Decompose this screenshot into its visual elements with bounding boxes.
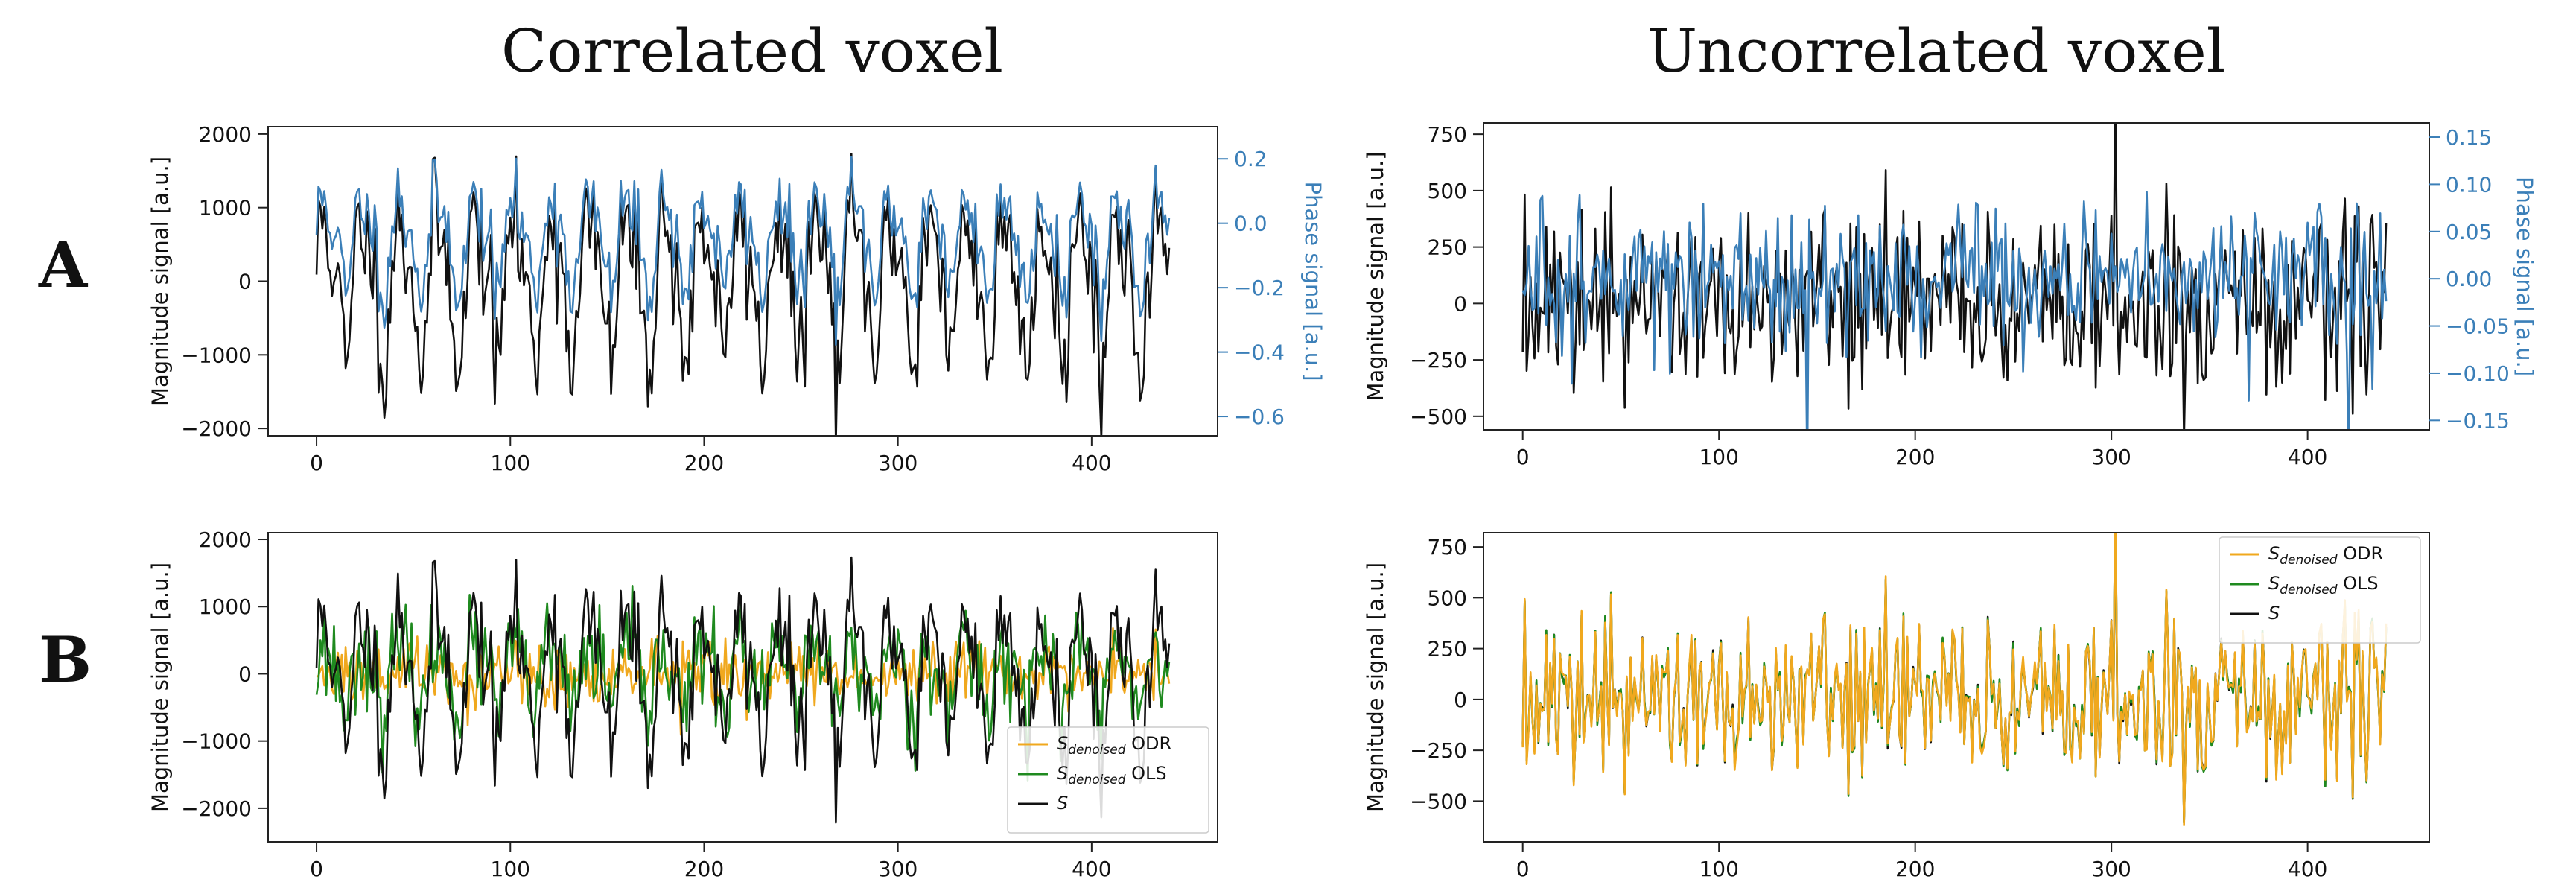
x-tick-label: 400 — [1072, 857, 1111, 881]
y-right-axis-label: Phase signal [a.u.] — [2512, 177, 2537, 376]
x-tick-label: 0 — [1516, 445, 1530, 469]
series-line-s-denoised-odr — [316, 627, 1171, 736]
chart-B-uncorrelated: 0 100 200 300 400 −500 −250 0 250 500 750 Magnitude… — [1363, 532, 2430, 881]
y-right-tick-label: 0.00 — [2446, 267, 2492, 291]
x-tick-label: 200 — [1895, 445, 1935, 469]
y-right-tick-label: 0.05 — [2446, 220, 2492, 244]
x-tick-label: 200 — [684, 451, 724, 475]
x-tick-label: 100 — [1699, 445, 1738, 469]
x-tick-label: 300 — [878, 451, 917, 475]
y-tick-label: −2000 — [181, 416, 252, 441]
y-right-tick-label: 0.2 — [1234, 147, 1268, 171]
legend-label: S — [1057, 793, 1068, 814]
legend-box — [2219, 536, 2421, 644]
axes-frame — [267, 126, 1218, 437]
y-right-tick-label: −0.15 — [2446, 408, 2510, 433]
x-tick-label: 400 — [1072, 451, 1111, 475]
y-tick-label: 750 — [1428, 122, 1467, 147]
series-line-phase — [1521, 191, 2388, 430]
legend-label: Sdenoised ODR — [2268, 543, 2383, 568]
y-right-tick-label: −0.2 — [1234, 276, 1285, 300]
series-line-s-denoised-odr — [1521, 533, 2388, 827]
y-right-axis-label: Phase signal [a.u.] — [1300, 181, 1326, 381]
x-tick-label: 200 — [1895, 857, 1935, 881]
y-tick-label: 1000 — [199, 595, 252, 619]
x-tick-label: 0 — [1516, 857, 1530, 881]
y-right-tick-label: 0.15 — [2446, 125, 2492, 150]
axes-frame — [267, 532, 1218, 843]
y-tick-label: 0 — [1454, 688, 1467, 712]
chart-B-correlated: 0 100 200 300 400 −2000 −1000 0 1000 2000 Magnitud… — [147, 527, 1218, 881]
title-correlated: Correlated voxel — [500, 16, 1004, 86]
x-tick-label: 200 — [684, 857, 724, 881]
y-tick-label: 2000 — [199, 122, 252, 147]
y-tick-label: −1000 — [181, 729, 252, 754]
y-tick-label: 1000 — [199, 196, 252, 221]
y-tick-label: −1000 — [181, 343, 252, 367]
row-label-a: A — [39, 228, 88, 302]
series-line-phase — [315, 156, 1171, 346]
y-tick-label: −2000 — [181, 796, 252, 821]
title-uncorrelated: Uncorrelated voxel — [1647, 16, 2226, 86]
row-label-b: B — [39, 623, 92, 697]
x-tick-label: 300 — [2091, 857, 2131, 881]
y-tick-label: 0 — [238, 662, 252, 686]
legend-label: S — [2268, 603, 2280, 624]
x-tick-label: 400 — [2288, 857, 2327, 881]
axes-frame — [1483, 532, 2430, 843]
chart-A-uncorrelated: 0 100 200 300 400 −500 −250 0 250 500 750 −0.15 −0.1… — [1363, 122, 2537, 469]
x-tick-label: 300 — [878, 857, 917, 881]
x-tick-label: 0 — [310, 857, 323, 881]
y-axis-label: Magnitude signal [a.u.] — [1363, 562, 1388, 812]
y-tick-label: 500 — [1428, 179, 1467, 203]
y-right-tick-label: −0.6 — [1234, 405, 1285, 429]
y-axis-label: Magnitude signal [a.u.] — [147, 156, 173, 406]
y-tick-label: −250 — [1410, 348, 1467, 372]
x-tick-label: 0 — [310, 451, 323, 475]
y-right-tick-label: 0.10 — [2446, 172, 2492, 197]
y-tick-label: 2000 — [199, 527, 252, 552]
series-line-magnitude — [315, 152, 1171, 436]
legend: Sdenoised ODR Sdenoised OLS S — [1007, 726, 1209, 834]
y-right-tick-label: −0.05 — [2446, 314, 2510, 339]
legend-box — [1007, 726, 1209, 834]
x-tick-label: 300 — [2091, 445, 2131, 469]
x-tick-label: 100 — [491, 857, 530, 881]
x-tick-label: 100 — [491, 451, 530, 475]
y-tick-label: 750 — [1428, 535, 1467, 559]
y-tick-label: −500 — [1410, 405, 1467, 429]
x-tick-label: 100 — [1699, 857, 1738, 881]
y-right-tick-label: −0.10 — [2446, 361, 2510, 386]
y-right-tick-label: 0.0 — [1234, 212, 1268, 236]
y-tick-label: 0 — [238, 270, 252, 294]
legend-label: Sdenoised OLS — [1057, 763, 1167, 787]
y-tick-label: −250 — [1410, 738, 1467, 763]
axes-frame — [1483, 122, 2430, 431]
y-tick-label: 250 — [1428, 235, 1467, 260]
y-right-tick-label: −0.4 — [1234, 340, 1285, 365]
y-tick-label: 250 — [1428, 637, 1467, 662]
y-axis-label: Magnitude signal [a.u.] — [1363, 151, 1388, 401]
legend-label: Sdenoised OLS — [2268, 573, 2379, 597]
x-tick-label: 400 — [2288, 445, 2327, 469]
y-tick-label: 0 — [1454, 291, 1467, 316]
y-tick-label: −500 — [1410, 789, 1467, 814]
legend-label: Sdenoised ODR — [1057, 733, 1171, 758]
y-axis-label: Magnitude signal [a.u.] — [147, 562, 173, 812]
y-tick-label: 500 — [1428, 586, 1467, 610]
legend: Sdenoised ODR Sdenoised OLS S — [2219, 536, 2421, 644]
chart-A-correlated: 0 100 200 300 400 −2000 −1000 0 1000 2000 −0.6 −0.4… — [147, 122, 1326, 475]
